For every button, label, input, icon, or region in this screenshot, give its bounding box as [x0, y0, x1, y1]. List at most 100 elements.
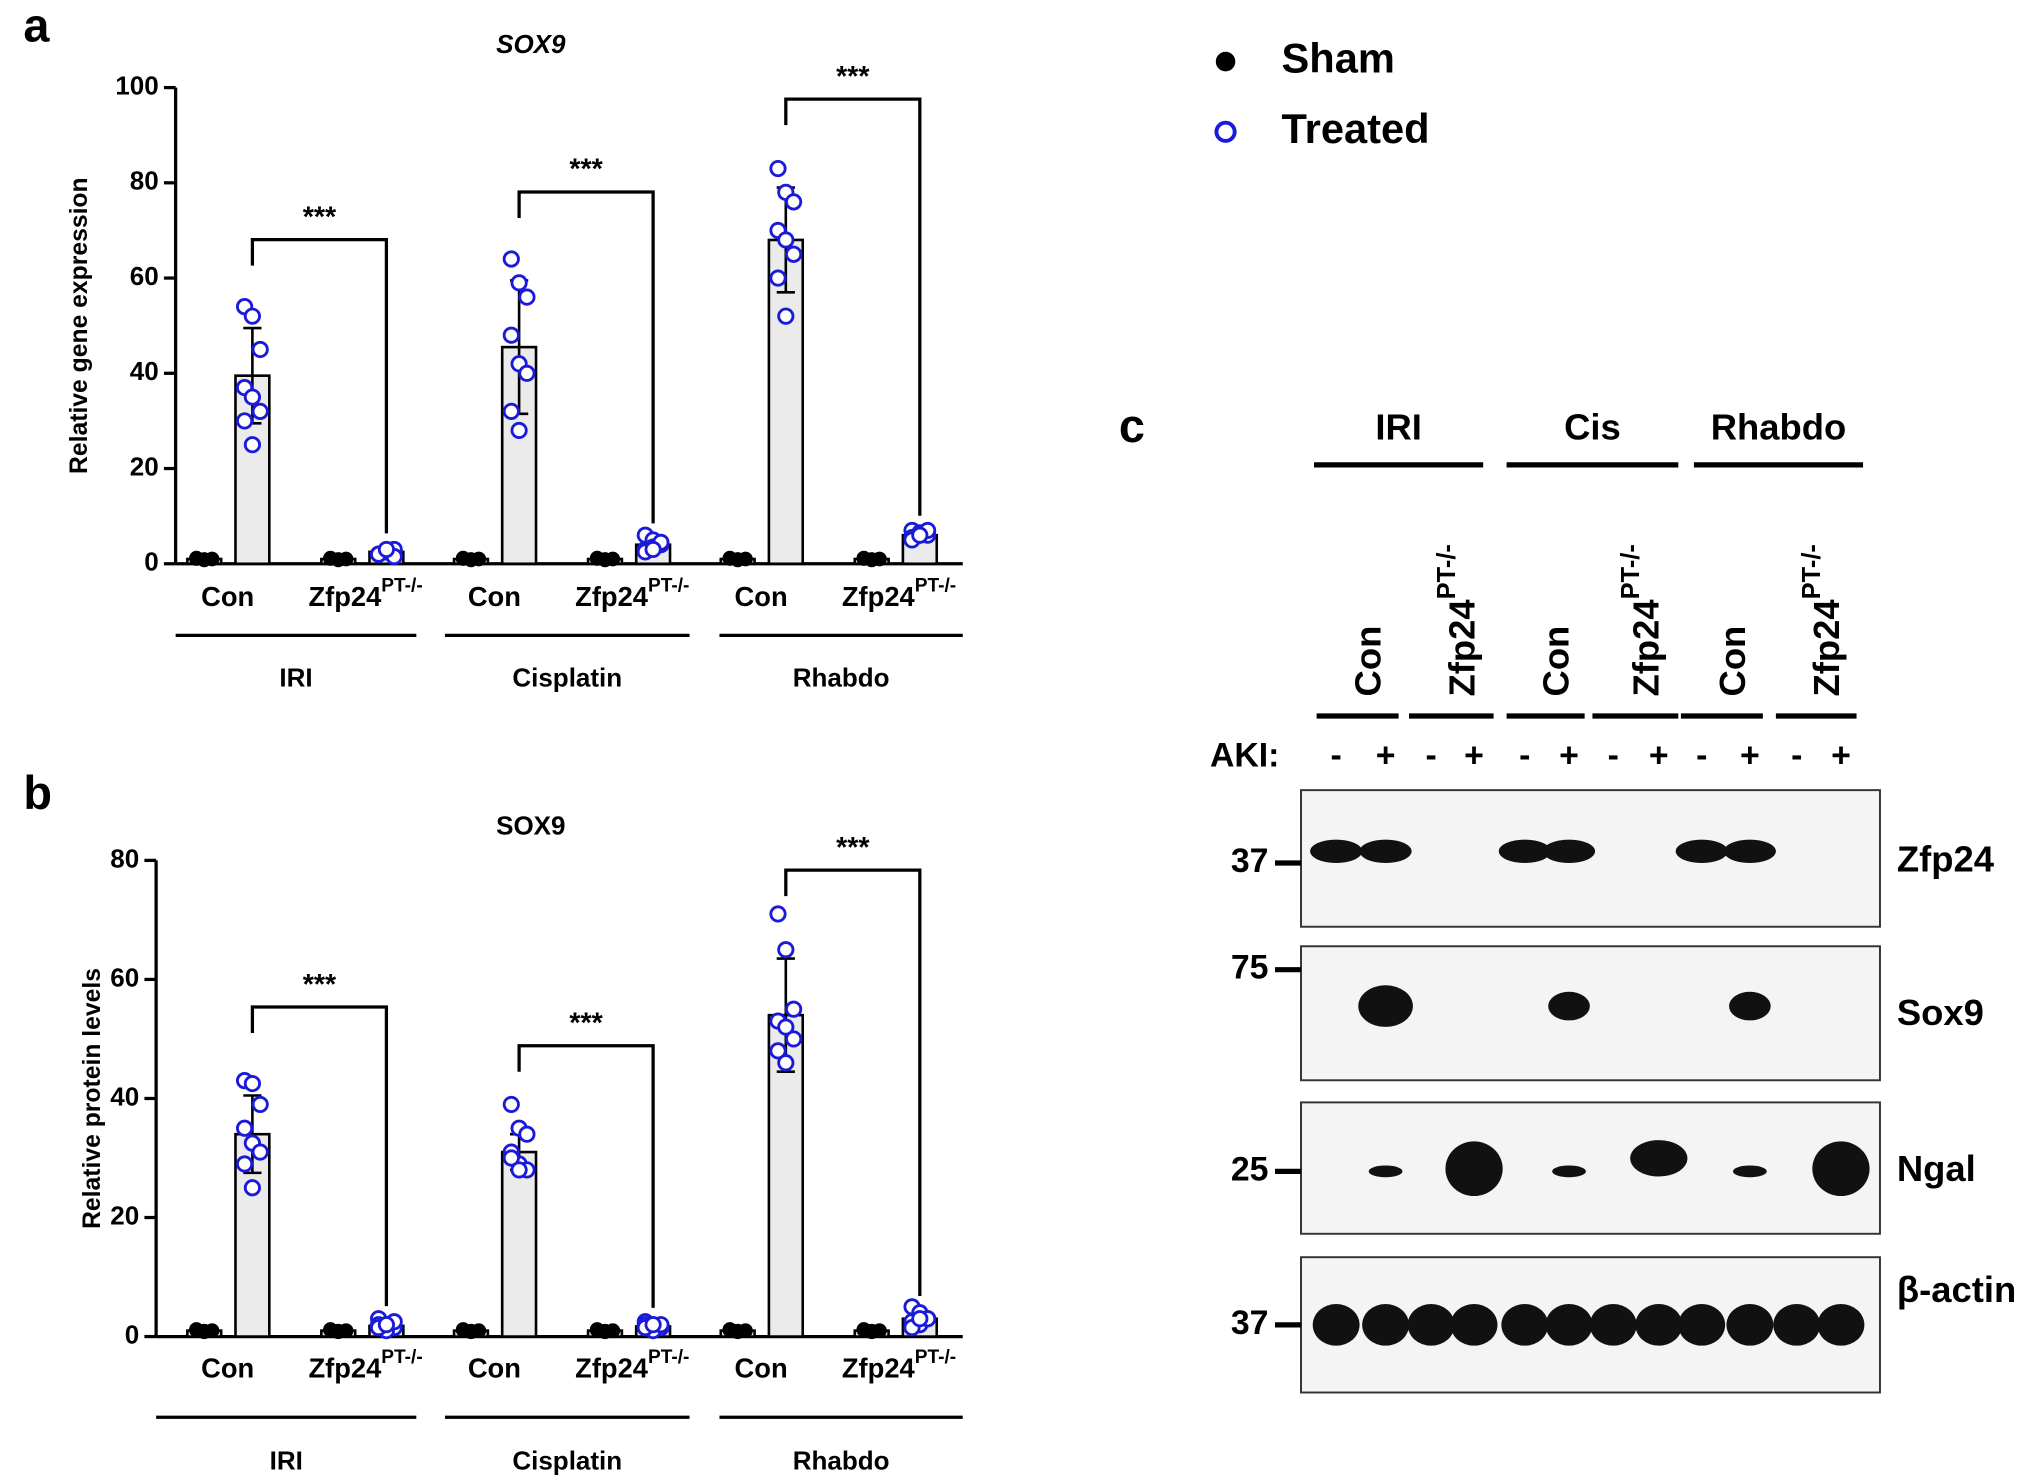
blot-band: [1548, 991, 1590, 1021]
x-tick-label: Con: [468, 581, 521, 612]
data-point: [243, 307, 261, 325]
data-point: [377, 540, 395, 559]
data-point: [769, 269, 787, 287]
blot-band: [1732, 1165, 1767, 1178]
label-base: Zfp24: [308, 1353, 382, 1384]
data-point: [330, 552, 346, 567]
chart-title: SOX9: [496, 811, 565, 841]
group-label: IRI: [270, 1446, 303, 1476]
data-point: [243, 1179, 261, 1197]
significance-label: ***: [569, 154, 603, 186]
label-base: Con: [1535, 626, 1576, 697]
label-base: Zfp24: [1441, 599, 1482, 697]
data-point: [243, 388, 261, 406]
blot-band: [1450, 1304, 1498, 1346]
data-point: [510, 421, 528, 440]
data-point: [502, 1149, 520, 1167]
data-point: [236, 1155, 254, 1173]
label-base: Zfp24: [842, 581, 916, 612]
significance-label: ***: [836, 832, 870, 864]
data-point: [785, 245, 803, 263]
data-point: [644, 540, 662, 559]
label-base: Con: [468, 1353, 521, 1384]
data-point: [785, 193, 803, 211]
blot-marker-label: 37: [1231, 842, 1269, 880]
y-tick-label: 0: [125, 1319, 139, 1349]
data-point: [463, 1323, 479, 1339]
label-base: Con: [201, 1353, 254, 1384]
x-tick-label: Zfp24PT-/-: [575, 576, 689, 612]
significance-bracket: [517, 1044, 655, 1308]
data-point: [196, 552, 212, 567]
blot-band: [1678, 1304, 1726, 1346]
data-point: [251, 1143, 269, 1161]
y-tick-label: 20: [130, 451, 159, 481]
label-base: Zfp24: [575, 581, 649, 612]
legend-label: Treated: [1282, 105, 1430, 152]
data-point: [251, 340, 269, 359]
legend-label: Sham: [1282, 35, 1395, 82]
label-sup: PT-/-: [1433, 544, 1461, 599]
blot-marker-label: 37: [1231, 1304, 1269, 1342]
blot-band: [1675, 839, 1728, 863]
blot-band: [1812, 1141, 1870, 1197]
significance-bracket: [517, 190, 655, 524]
aki-sign: -: [1331, 737, 1342, 775]
data-point: [243, 436, 261, 454]
label-base: Zfp24: [1806, 599, 1847, 697]
data-point: [377, 1316, 395, 1334]
blot-band: [1817, 1304, 1865, 1346]
blot-band: [1589, 1304, 1637, 1346]
group-label: Rhabdo: [793, 1446, 890, 1476]
blot-band: [1445, 1141, 1503, 1197]
panel-letter: c: [1119, 400, 1145, 452]
data-point: [864, 1323, 879, 1339]
blot-lane-label: Con: [1712, 626, 1753, 697]
data-point: [502, 250, 520, 268]
data-point: [730, 552, 745, 567]
aki-sign: +: [1376, 737, 1396, 775]
x-tick-label: Con: [735, 1353, 788, 1384]
data-point: [510, 274, 528, 292]
y-tick-label: 40: [130, 356, 159, 386]
data-point: [502, 326, 520, 344]
data-point: [769, 1042, 787, 1060]
y-tick-label: 40: [110, 1081, 139, 1111]
group-label: Cisplatin: [512, 662, 622, 692]
blot-band: [1630, 1140, 1688, 1177]
blot-band: [1359, 839, 1412, 863]
aki-sign: -: [1519, 737, 1530, 775]
label-base: Zfp24: [1625, 599, 1666, 697]
aki-sign: -: [1425, 737, 1436, 775]
data-point: [502, 402, 520, 420]
data-point: [463, 552, 479, 567]
error-bar: [243, 1094, 262, 1175]
data-point: [597, 552, 613, 567]
bar: [500, 345, 538, 566]
y-tick-label: 60: [130, 261, 159, 291]
blot-band: [1312, 1304, 1360, 1346]
group-label: IRI: [279, 662, 312, 692]
blot-band: [1310, 839, 1363, 863]
significance-bracket: [784, 97, 922, 516]
label-base: Con: [735, 581, 788, 612]
blot-protein-label: Sox9: [1897, 992, 1984, 1033]
blot-lane-label: Zfp24PT-/-: [1798, 544, 1847, 696]
blot-band: [1501, 1304, 1549, 1346]
legend-marker: [1214, 120, 1237, 143]
data-point: [518, 288, 536, 306]
label-base: Con: [735, 1353, 788, 1384]
significance-bracket: [250, 237, 389, 534]
data-point: [510, 1161, 528, 1179]
blot-band: [1545, 1304, 1593, 1346]
x-tick-label: Con: [735, 581, 788, 612]
blot-band: [1729, 991, 1771, 1021]
label-base: Con: [468, 581, 521, 612]
x-tick-label: Zfp24PT-/-: [842, 576, 956, 612]
blot-band: [1407, 1304, 1455, 1346]
blot-band: [1368, 1165, 1403, 1178]
blot-band: [1498, 839, 1551, 863]
data-point: [597, 1323, 613, 1339]
